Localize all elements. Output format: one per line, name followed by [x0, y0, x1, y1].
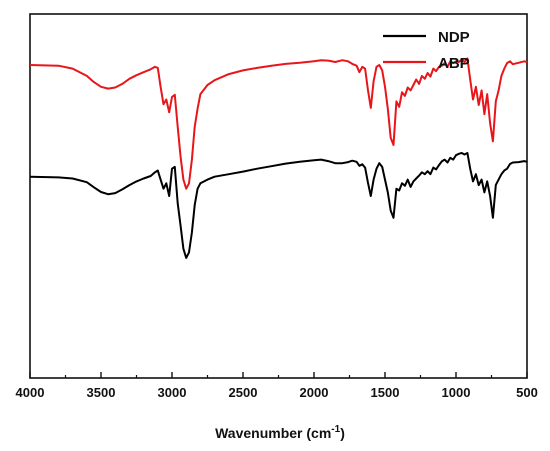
- x-tick-label: 4000: [16, 385, 45, 400]
- x-axis-tick-labels: 4000 3500 3000 2500 2000 1500 1000 500: [16, 385, 538, 400]
- x-axis-title-main: Wavenumber (cm: [215, 425, 331, 441]
- x-tick-label: 1000: [442, 385, 471, 400]
- x-tick-label: 2500: [229, 385, 258, 400]
- x-axis-title-sup: -1: [331, 424, 340, 435]
- x-axis-title: Wavenumber (cm-1): [215, 424, 345, 441]
- x-tick-label: 3000: [158, 385, 187, 400]
- legend: NDP ABP: [383, 29, 470, 72]
- x-axis-ticks: [29, 372, 528, 378]
- x-axis-title-close: ): [340, 425, 345, 441]
- x-tick-label: 2000: [300, 385, 329, 400]
- legend-label-ndp: NDP: [438, 29, 470, 46]
- legend-label-abp: ABP: [438, 55, 470, 72]
- x-tick-label: 500: [516, 385, 538, 400]
- series-lines: [29, 57, 528, 259]
- x-tick-label: 3500: [87, 385, 116, 400]
- series-line-abp: [29, 57, 528, 190]
- x-tick-label: 1500: [371, 385, 400, 400]
- series-line-ndp: [29, 152, 528, 259]
